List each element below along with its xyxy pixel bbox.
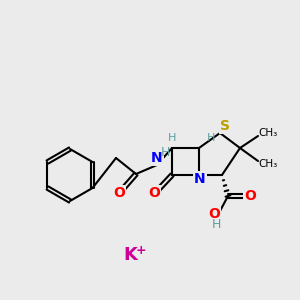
Text: K: K (123, 246, 137, 264)
Text: H: H (207, 133, 215, 143)
Text: H: H (211, 218, 221, 232)
Text: H: H (160, 146, 170, 158)
Text: O: O (208, 207, 220, 221)
Text: O: O (148, 186, 160, 200)
Text: CH₃: CH₃ (258, 159, 278, 169)
Text: H: H (168, 133, 176, 143)
Text: S: S (220, 119, 230, 133)
Text: N: N (194, 172, 206, 186)
Text: CH₃: CH₃ (258, 128, 278, 138)
Text: N: N (151, 151, 163, 165)
Text: +: + (136, 244, 146, 256)
Text: O: O (244, 189, 256, 203)
Text: O: O (113, 186, 125, 200)
